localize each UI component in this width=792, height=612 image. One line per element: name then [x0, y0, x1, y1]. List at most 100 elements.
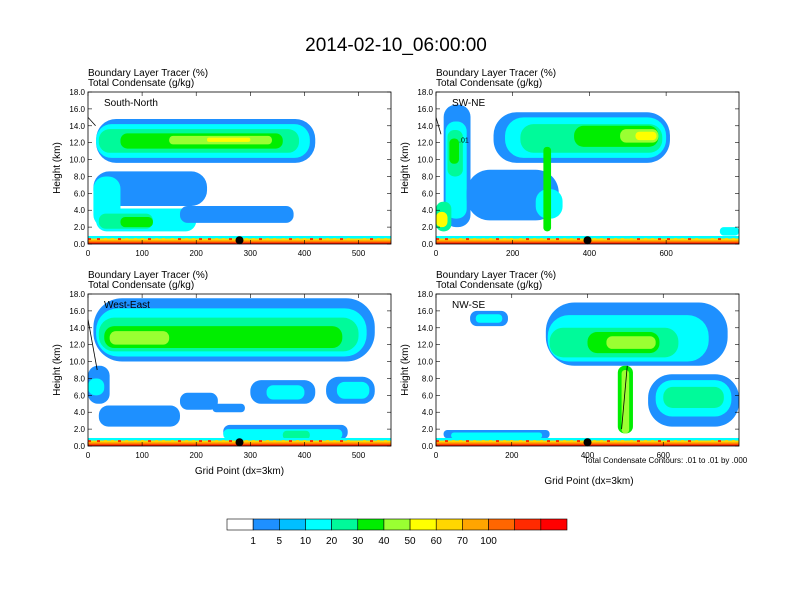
boundary-layer-speckle [111, 440, 114, 443]
boundary-layer-speckle [570, 238, 573, 241]
field-label-condensate: Total Condensate (g/kg) [88, 280, 194, 291]
boundary-layer-speckle [377, 238, 380, 241]
x-axis: 0 100 200 300 400 500 [86, 294, 366, 460]
cross-section-label: South-North [104, 98, 158, 109]
y-tick-label: 18.0 [417, 290, 433, 299]
boundary-layer-speckle [208, 238, 211, 241]
boundary-layer-speckle [104, 238, 107, 241]
colorbar-swatch [383, 518, 411, 531]
x-tick-label: 400 [298, 451, 312, 460]
x-tick-label: 400 [298, 249, 312, 258]
boundary-layer-speckle [482, 238, 485, 241]
boundary-layer-speckle [215, 238, 218, 241]
boundary-layer-speckle [445, 440, 448, 443]
plot-area [436, 294, 739, 446]
boundary-layer-speckle [695, 238, 698, 241]
boundary-layer-speckle [593, 238, 596, 241]
x-axis-title: Grid Point (dx=3km) [195, 466, 284, 477]
colorbar-swatch [514, 518, 542, 531]
field-blob [207, 137, 251, 142]
x-tick-label: 200 [190, 249, 204, 258]
boundary-layer-speckle [282, 440, 285, 443]
y-tick-label: 8.0 [422, 172, 434, 181]
x-tick-label: 400 [583, 249, 597, 258]
boundary-layer-speckle [644, 440, 647, 443]
colorbar-label: 60 [431, 536, 443, 547]
x-tick-label: 0 [86, 451, 91, 460]
boundary-layer-speckle [651, 238, 654, 241]
boundary-layer-speckle [215, 440, 218, 443]
cross-section-label: West-East [104, 300, 150, 311]
boundary-layer-speckle [97, 440, 100, 443]
boundary-layer-speckle [340, 440, 343, 443]
y-tick-label: 18.0 [69, 290, 85, 299]
boundary-layer-speckle [118, 440, 121, 443]
boundary-layer-speckle [621, 238, 624, 241]
location-marker [583, 236, 592, 245]
figure-title: 2014-02-10_06:00:00 [305, 35, 487, 56]
y-tick-label: 4.0 [74, 408, 86, 417]
colorbar-label: 1 [250, 536, 256, 547]
boundary-layer-speckle [600, 440, 603, 443]
colorbar-swatch [331, 518, 359, 531]
y-tick-label: 14.0 [69, 324, 85, 333]
x-tick-label: 200 [505, 451, 519, 460]
panels: 0.0 2.0 4.0 6.0 8.0 10.0 12.0 14.0 16.0 18.0 0 100 2… [52, 68, 740, 487]
boundary-layer-speckle [526, 440, 529, 443]
boundary-layer-speckle [303, 238, 306, 241]
colorbar-label: 30 [352, 536, 364, 547]
boundary-layer-speckle [178, 238, 181, 241]
boundary-layer-speckle [459, 238, 462, 241]
boundary-layer-speckle [178, 440, 181, 443]
y-tick-label: 0.0 [74, 442, 86, 451]
boundary-layer-speckle [208, 440, 211, 443]
field-blob [719, 227, 739, 236]
boundary-layer-speckle [282, 238, 285, 241]
boundary-layer-speckle [363, 238, 366, 241]
boundary-layer-speckle [718, 238, 721, 241]
boundary-layer-speckle [681, 440, 684, 443]
boundary-layer-speckle [503, 440, 506, 443]
y-tick-label: 6.0 [422, 189, 434, 198]
boundary-layer-speckle [192, 238, 195, 241]
boundary-layer-speckle [326, 440, 329, 443]
plot-area: .01 [436, 92, 739, 244]
boundary-layer-speckle [732, 440, 735, 443]
location-marker [583, 438, 592, 447]
boundary-layer-speckle [651, 440, 654, 443]
boundary-layer-speckle [452, 440, 455, 443]
field-label-tracer: Boundary Layer Tracer (%) [436, 270, 556, 281]
boundary-layer-speckle [482, 440, 485, 443]
x-tick-label: 300 [244, 451, 258, 460]
boundary-layer-speckle [563, 238, 566, 241]
boundary-layer-speckle [266, 440, 269, 443]
boundary-layer-speckle [496, 440, 499, 443]
colorbar-label: 100 [480, 536, 497, 547]
boundary-layer-speckle [111, 238, 114, 241]
field-blob [88, 378, 105, 396]
panel-4: 0.0 2.0 4.0 6.0 8.0 10.0 12.0 14.0 16.0 18.0 0 200 4… [400, 270, 740, 460]
boundary-layer-speckle [658, 440, 661, 443]
boundary-layer-speckle [563, 440, 566, 443]
boundary-layer-speckle [310, 440, 313, 443]
boundary-layer-speckle [621, 440, 624, 443]
boundary-layer-speckle [134, 238, 137, 241]
colorbar-label: 40 [378, 536, 390, 547]
y-tick-label: 12.0 [417, 139, 433, 148]
boundary-layer-speckle [229, 238, 232, 241]
boundary-layer-speckle [155, 238, 158, 241]
colorbar-swatch [305, 518, 332, 531]
boundary-layer-speckle [199, 440, 202, 443]
boundary-layer-speckle [259, 238, 262, 241]
colorbar-swatch [409, 518, 437, 531]
x-tick-label: 0 [86, 249, 91, 258]
panel-1: 0.0 2.0 4.0 6.0 8.0 10.0 12.0 14.0 16.0 18.0 0 100 2… [52, 68, 392, 258]
boundary-layer-speckle [667, 440, 670, 443]
boundary-layer-speckle [162, 440, 165, 443]
boundary-layer-speckle [347, 238, 350, 241]
boundary-layer-speckle [333, 440, 336, 443]
boundary-layer-speckle [252, 440, 255, 443]
x-tick-label: 500 [352, 451, 366, 460]
y-axis-title: Height (km) [400, 142, 411, 194]
